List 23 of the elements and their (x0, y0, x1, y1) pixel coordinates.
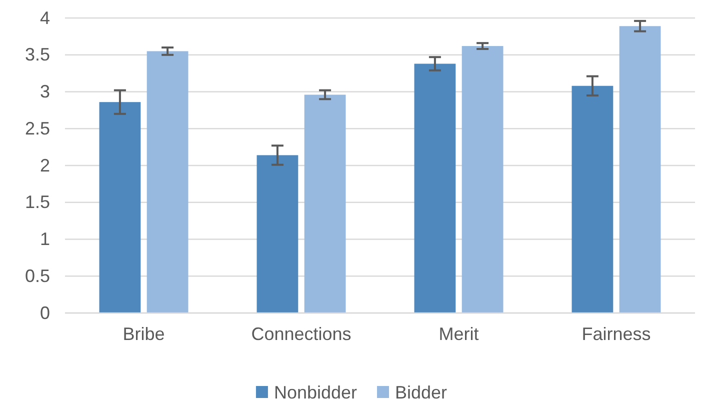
x-tick-label: Merit (438, 324, 479, 344)
y-tick-label: 2.5 (24, 118, 50, 138)
legend-label: Bidder (395, 382, 448, 402)
bar (99, 102, 141, 313)
x-tick-label: Bribe (122, 324, 165, 344)
legend-label: Nonbidder (274, 382, 358, 402)
y-tick-label: 2 (40, 155, 50, 176)
bar (256, 155, 298, 313)
bar (414, 64, 456, 313)
y-tick-label: 1.5 (24, 192, 50, 212)
y-tick-label: 4 (40, 8, 50, 28)
bar (146, 51, 188, 313)
y-tick-label: 0.5 (24, 266, 50, 286)
bar (619, 26, 661, 313)
bar (462, 46, 504, 313)
y-tick-label: 3 (40, 82, 50, 102)
y-tick-label: 1 (40, 229, 50, 250)
x-tick-label: Connections (251, 324, 352, 344)
bar (572, 86, 614, 313)
x-tick-label: Fairness (582, 324, 651, 344)
bar (304, 94, 346, 313)
y-tick-label: 3.5 (24, 44, 50, 65)
y-tick-label: 0 (40, 302, 50, 323)
